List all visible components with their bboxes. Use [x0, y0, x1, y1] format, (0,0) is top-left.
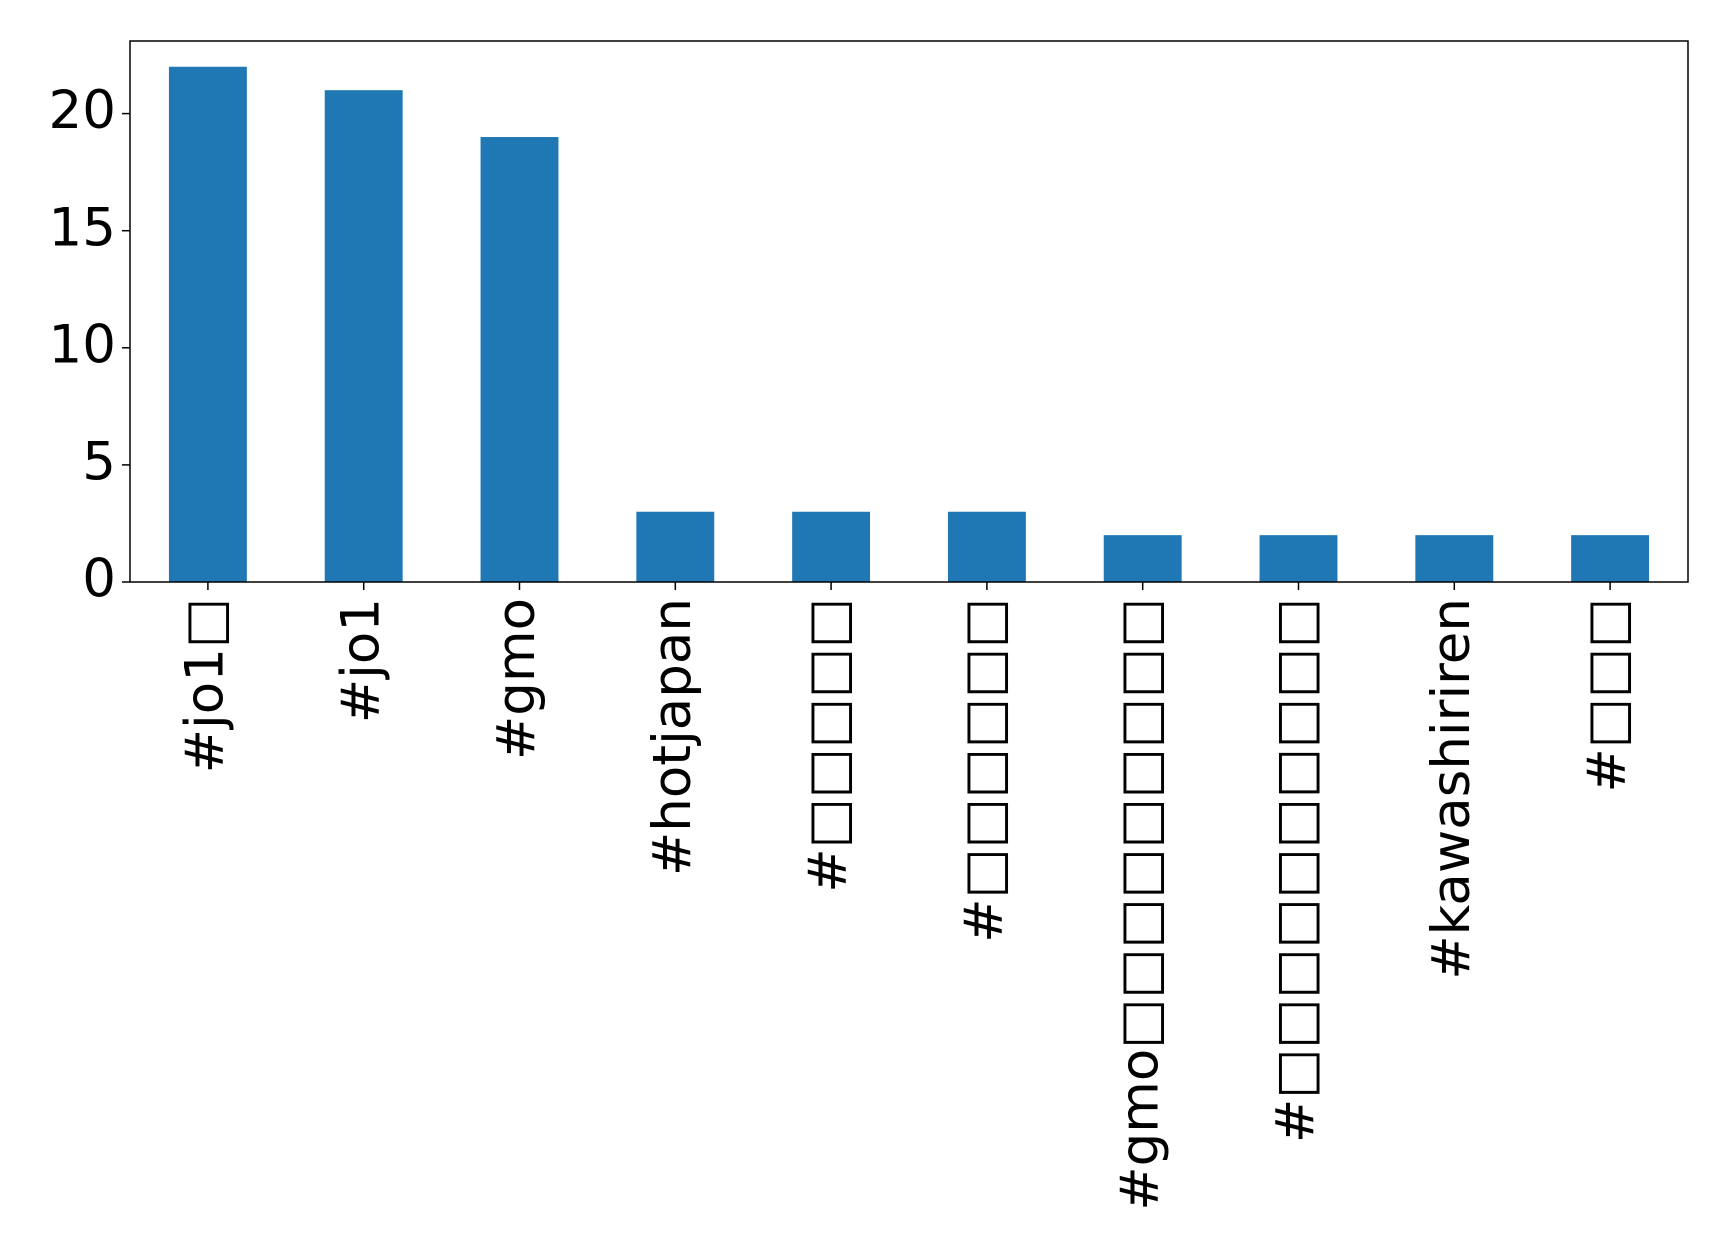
- bar: [1571, 535, 1650, 582]
- bar: [1415, 535, 1494, 582]
- x-tick-label: #□□□□□: [798, 598, 859, 893]
- x-tick-label: #□□□: [1577, 598, 1638, 793]
- x-tick-label: #hotjapan: [642, 598, 703, 876]
- bar: [480, 137, 559, 582]
- plot-frame: [129, 40, 1689, 583]
- y-tick-label: 5: [82, 432, 116, 493]
- x-tick-label: #gmo: [486, 598, 547, 760]
- bar: [324, 90, 403, 582]
- bar: [168, 66, 247, 582]
- y-tick-label: 10: [49, 314, 116, 375]
- x-tick-label: #□□□□□□□□□□: [1265, 598, 1326, 1143]
- bar: [1259, 535, 1338, 582]
- x-tick-label: #gmo□□□□□□□□□: [1109, 598, 1170, 1211]
- x-tick-label: #jo1□: [175, 598, 236, 773]
- bar: [947, 511, 1026, 582]
- x-tick-label: #jo1: [330, 598, 391, 723]
- bar: [792, 511, 871, 582]
- bar: [636, 511, 715, 582]
- y-tick-label: 15: [49, 197, 116, 258]
- x-tick-label: #□□□□□□: [954, 598, 1015, 943]
- bar: [1103, 535, 1182, 582]
- y-tick-label: 0: [82, 549, 116, 610]
- y-tick-label: 20: [49, 80, 116, 141]
- x-tick-label: #kawashiriren: [1421, 598, 1482, 980]
